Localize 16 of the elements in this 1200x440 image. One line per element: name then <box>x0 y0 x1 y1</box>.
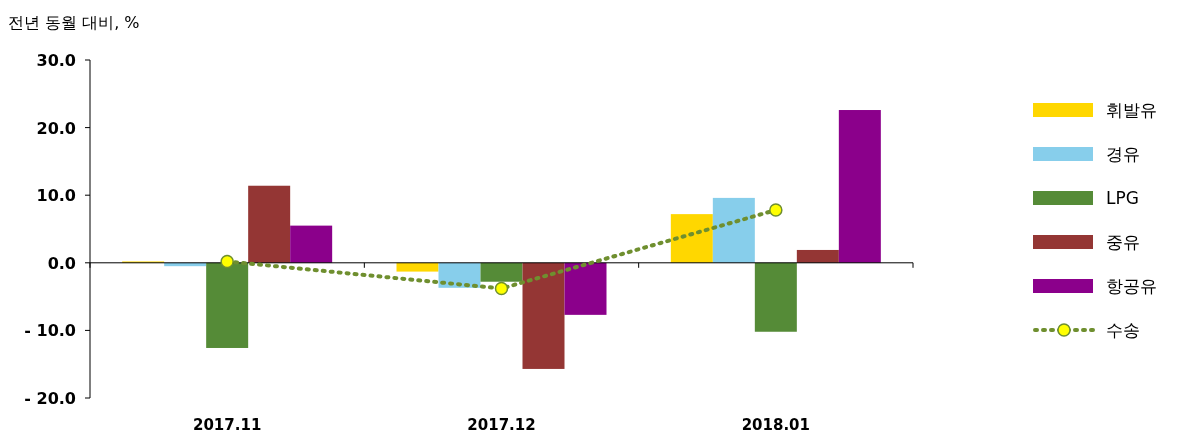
y-tick-label: - 20.0 <box>24 389 76 408</box>
legend-label: 항공유 <box>1106 276 1157 296</box>
x-tick-label: 2017.11 <box>193 416 262 434</box>
y-axis-title: 전년 동월 대비, % <box>8 13 140 32</box>
legend-label: 휘발유 <box>1106 100 1157 120</box>
y-tick-label: - 10.0 <box>24 321 76 341</box>
x-tick-label: 2018.01 <box>741 416 810 434</box>
x-tick-label: 2017.12 <box>467 416 536 434</box>
legend-label: 중유 <box>1106 232 1140 252</box>
legend-label: 수송 <box>1106 320 1140 340</box>
y-tick-label: 20.0 <box>36 118 76 138</box>
y-tick-label: 30.0 <box>36 51 76 70</box>
legend-label: 경유 <box>1106 144 1140 164</box>
legend-label: LPG <box>1106 188 1139 208</box>
y-tick-label: 10.0 <box>36 186 76 206</box>
y-tick-label: 0.0 <box>47 253 76 273</box>
